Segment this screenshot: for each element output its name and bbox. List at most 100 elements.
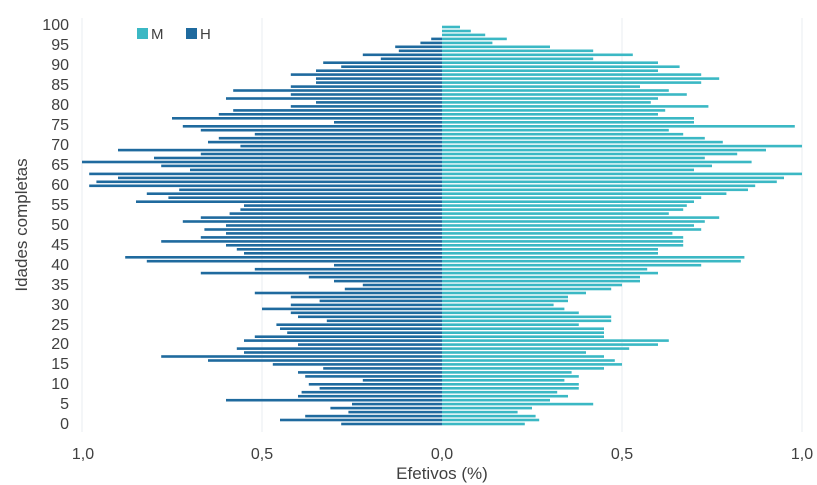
- bar-h-age-95: [395, 45, 442, 49]
- bar-m-age-48: [442, 232, 673, 235]
- bar-h-age-89: [316, 69, 442, 72]
- bar-m-age-77: [442, 117, 694, 120]
- bar-h-age-42: [125, 256, 442, 259]
- y-tick-label: 45: [51, 237, 69, 254]
- bar-m-age-94: [442, 49, 594, 53]
- bar-h-age-59: [179, 188, 442, 192]
- bar-h-age-90: [341, 65, 442, 68]
- bar-h-age-48: [226, 232, 442, 235]
- bar-m-age-92: [442, 57, 594, 61]
- bar-h-age-33: [254, 291, 442, 295]
- bar-m-age-36: [442, 279, 640, 283]
- bar-h-age-44: [236, 248, 442, 251]
- bar-m-age-85: [442, 85, 640, 88]
- bar-m-age-17: [442, 355, 604, 358]
- bar-h-age-3: [348, 410, 442, 414]
- bar-m-age-44: [442, 248, 658, 251]
- bar-m-age-47: [442, 236, 684, 239]
- bar-h-age-53: [229, 212, 442, 215]
- bar-h-age-67: [154, 156, 442, 160]
- bar-h-age-83: [290, 93, 442, 96]
- bar-h-age-8: [301, 390, 442, 394]
- bar-m-age-32: [442, 295, 568, 299]
- bar-h-age-26: [326, 319, 442, 323]
- bar-m-age-40: [442, 263, 702, 267]
- bar-h-age-91: [323, 61, 442, 64]
- bar-h-age-94: [398, 49, 442, 53]
- bar-h-age-30: [290, 303, 442, 307]
- bar-h-age-92: [380, 57, 442, 61]
- bar-m-age-62: [442, 176, 784, 180]
- y-tick-label: 10: [51, 376, 69, 393]
- bar-m-age-70: [442, 144, 802, 148]
- bar-h-age-11: [362, 379, 442, 382]
- bar-h-age-84: [233, 89, 442, 92]
- series-m-bars: [442, 25, 802, 426]
- x-tick-label: 1,0: [72, 446, 94, 463]
- bar-h-age-56: [136, 200, 442, 203]
- bar-m-age-50: [442, 224, 694, 227]
- bar-m-age-16: [442, 359, 615, 362]
- bar-m-age-95: [442, 45, 550, 49]
- x-tick-label: 1,0: [791, 446, 813, 463]
- bar-h-age-51: [182, 220, 443, 223]
- bar-h-age-57: [168, 196, 442, 199]
- bar-h-age-97: [431, 37, 442, 41]
- bar-m-age-83: [442, 93, 687, 96]
- bar-h-age-50: [226, 224, 442, 227]
- bar-h-age-31: [319, 299, 442, 303]
- x-tick-label: 0,5: [611, 446, 633, 463]
- y-tick-label: 80: [51, 97, 69, 114]
- bar-h-age-68: [200, 152, 442, 156]
- bar-m-age-87: [442, 77, 720, 80]
- bar-h-age-85: [290, 85, 442, 88]
- bar-m-age-43: [442, 252, 658, 255]
- legend-label-m: M: [151, 26, 164, 43]
- y-tick-label: 25: [51, 317, 69, 334]
- bar-h-age-49: [204, 228, 442, 231]
- bar-m-age-38: [442, 271, 658, 275]
- bar-m-age-68: [442, 152, 738, 156]
- bar-h-age-64: [190, 168, 442, 172]
- bar-m-age-13: [442, 371, 572, 374]
- bar-h-age-86: [316, 81, 442, 84]
- bar-m-age-100: [442, 25, 460, 29]
- bar-h-age-6: [226, 398, 442, 402]
- bar-m-age-31: [442, 299, 568, 303]
- bar-h-age-37: [308, 275, 442, 279]
- bar-h-age-43: [244, 252, 442, 255]
- bar-m-age-54: [442, 208, 684, 211]
- bar-m-age-34: [442, 287, 612, 291]
- y-tick-label: 85: [51, 77, 69, 94]
- bar-m-age-52: [442, 216, 720, 219]
- bar-m-age-0: [442, 422, 525, 426]
- bar-h-age-28: [290, 311, 442, 315]
- bar-m-age-8: [442, 390, 558, 394]
- bar-m-age-60: [442, 184, 756, 188]
- bar-m-age-45: [442, 244, 684, 247]
- bar-m-age-25: [442, 323, 579, 326]
- bar-h-age-7: [298, 394, 442, 398]
- bar-m-age-86: [442, 81, 702, 84]
- bar-h-age-74: [200, 128, 442, 132]
- legend-label-h: H: [200, 26, 211, 43]
- bar-m-age-76: [442, 121, 694, 124]
- bar-h-age-69: [118, 148, 442, 152]
- bar-m-age-22: [442, 335, 604, 338]
- bar-m-age-42: [442, 256, 745, 259]
- bar-h-age-47: [200, 236, 442, 239]
- bar-m-age-5: [442, 402, 594, 406]
- legend-swatch-m: [137, 28, 148, 39]
- bar-m-age-61: [442, 180, 777, 184]
- bar-h-age-19: [236, 347, 442, 350]
- bar-h-age-23: [287, 331, 442, 334]
- bar-m-age-73: [442, 132, 684, 136]
- y-tick-label: 40: [51, 257, 69, 274]
- bar-h-age-35: [362, 283, 442, 287]
- bar-h-age-40: [334, 263, 442, 267]
- bar-h-age-0: [341, 422, 442, 426]
- bar-h-age-16: [208, 359, 442, 362]
- bar-h-age-45: [226, 244, 442, 247]
- bar-m-age-37: [442, 275, 640, 279]
- bar-h-age-1: [280, 418, 442, 422]
